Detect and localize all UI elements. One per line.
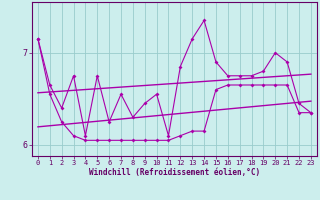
X-axis label: Windchill (Refroidissement éolien,°C): Windchill (Refroidissement éolien,°C) [89,168,260,177]
